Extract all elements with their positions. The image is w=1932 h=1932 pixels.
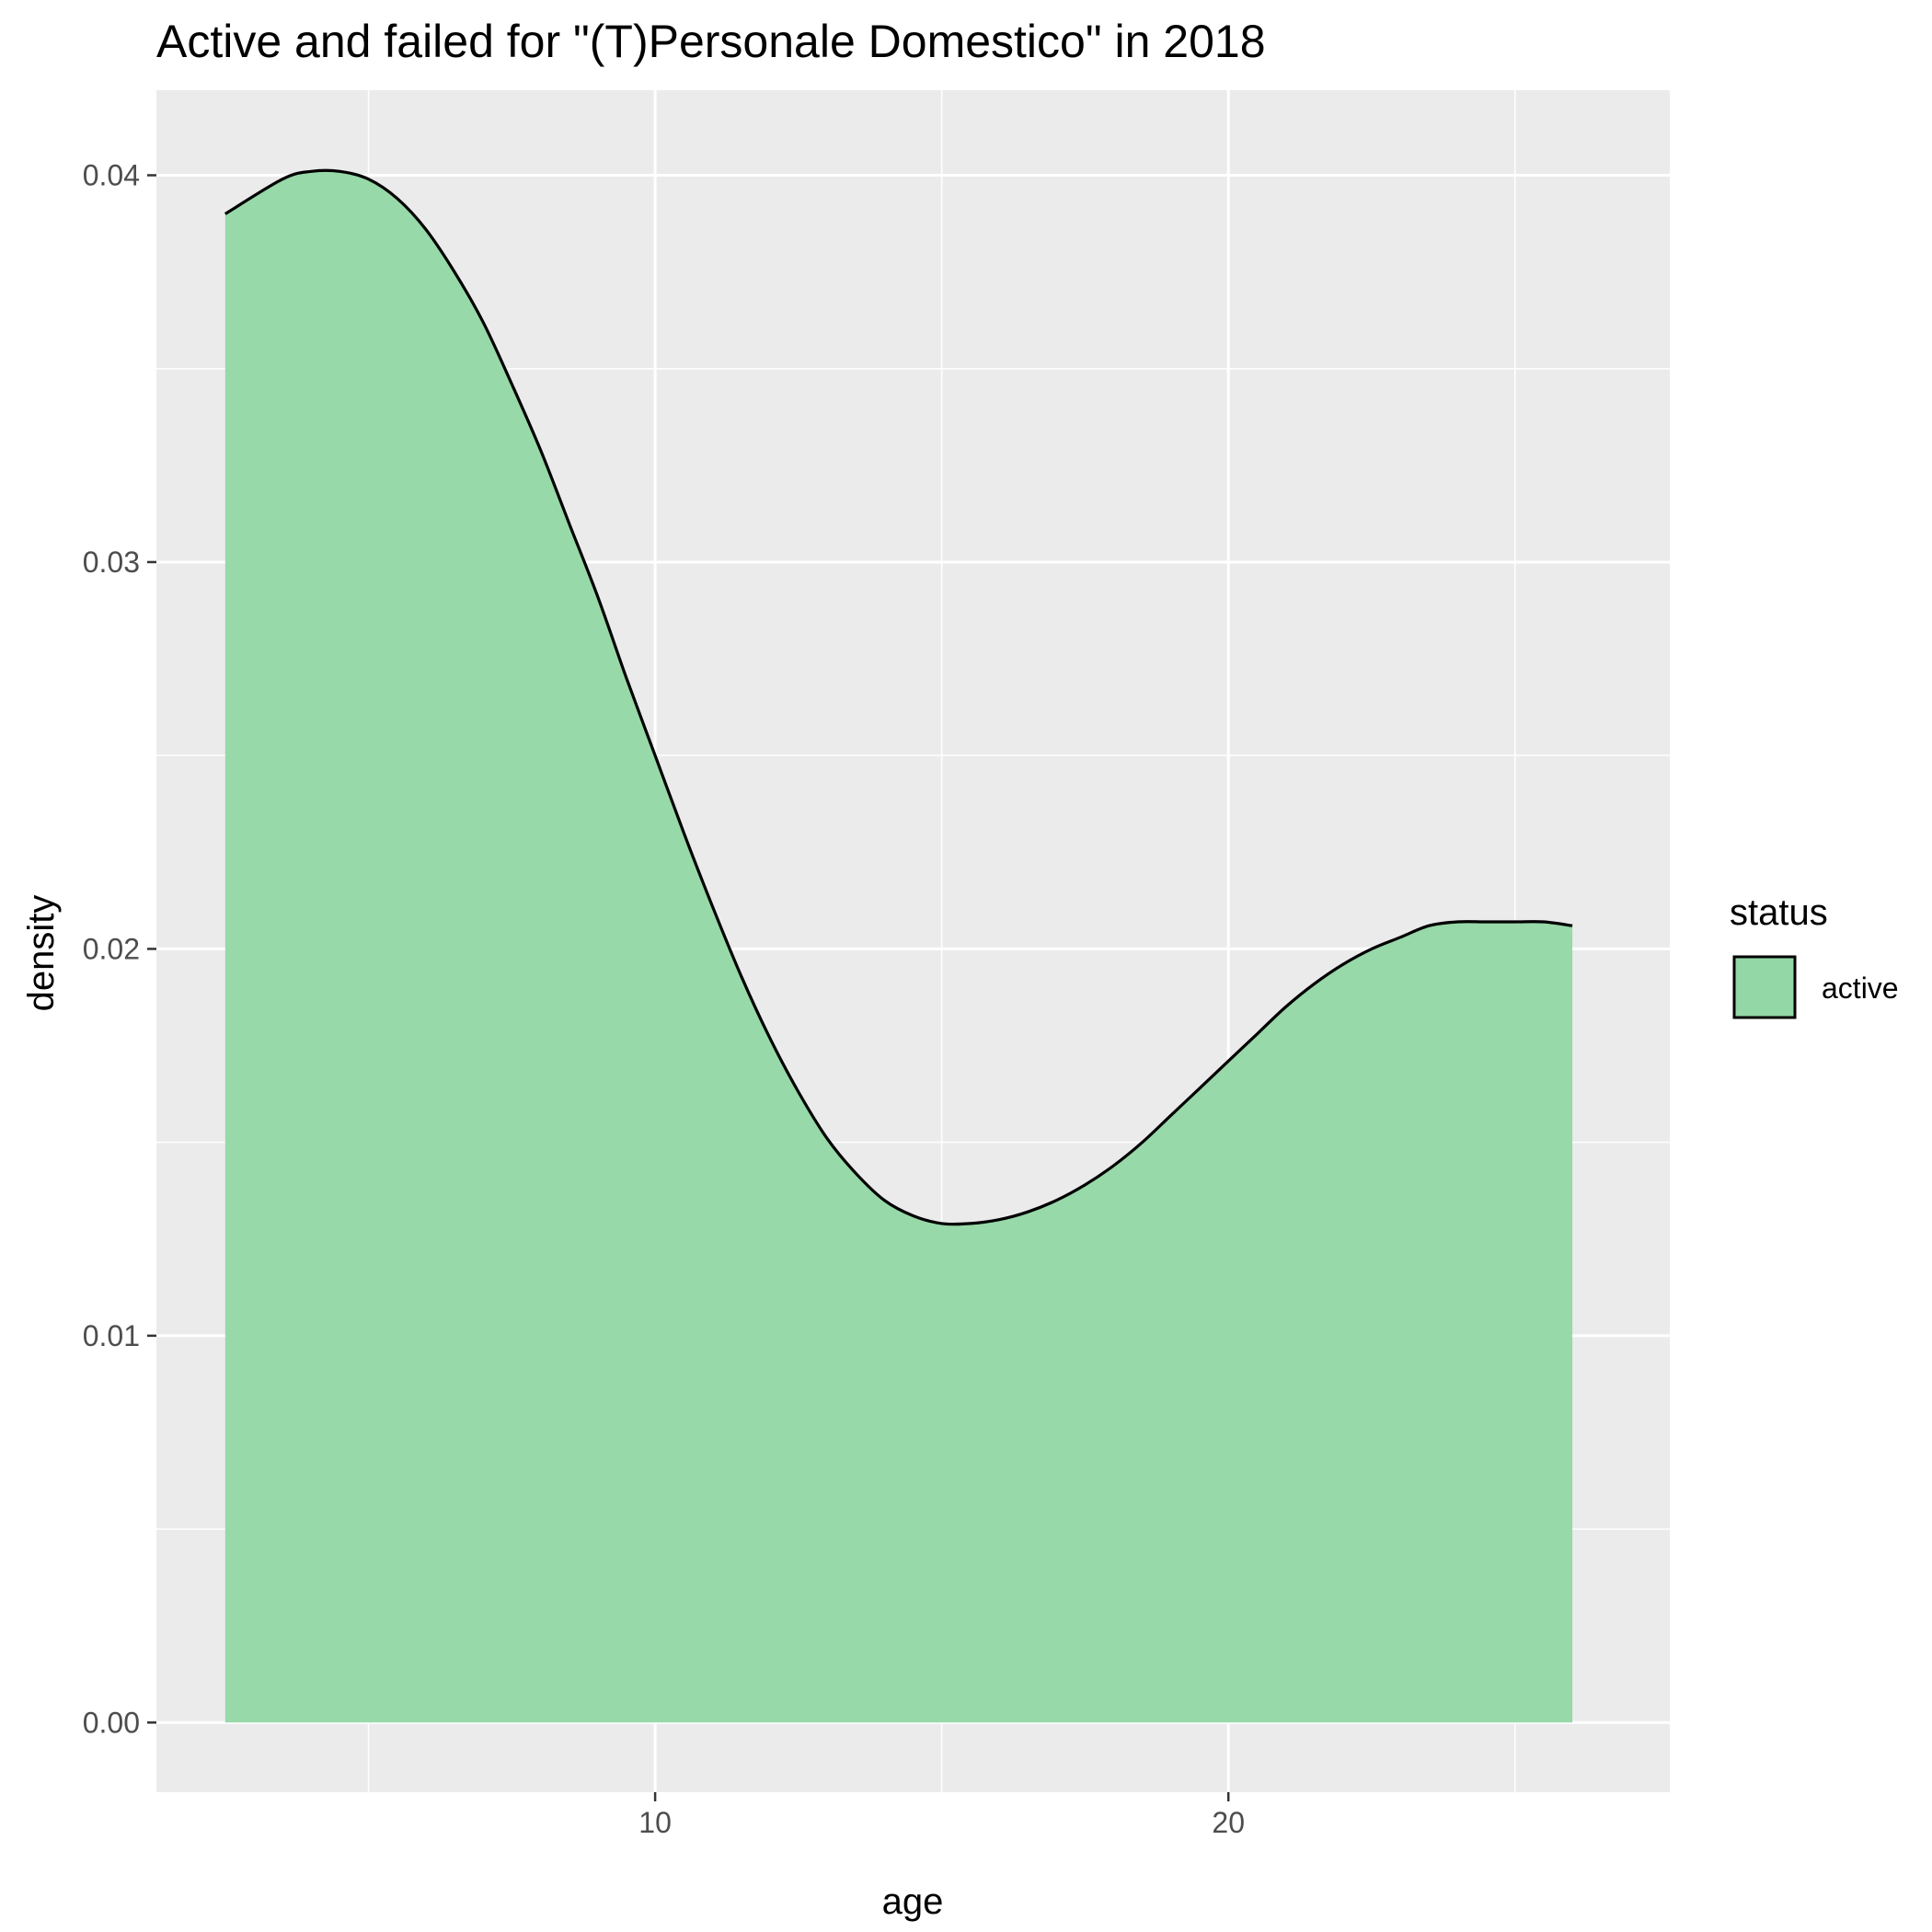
y-axis-title: density bbox=[21, 895, 62, 1012]
legend: status active bbox=[1730, 892, 1899, 1019]
legend-key-active bbox=[1732, 955, 1797, 1019]
legend-title: status bbox=[1730, 892, 1828, 933]
density-line-active bbox=[224, 168, 1573, 1226]
axis-layer: 0.00 0.01 0.02 0.03 0.04 10 20 bbox=[83, 159, 1245, 1840]
x-tick-label-0: 10 bbox=[638, 1806, 672, 1839]
chart-title: Active and failed for "(T)Personale Dome… bbox=[156, 16, 1266, 67]
density-area-active bbox=[224, 170, 1573, 1723]
x-tick-label-1: 20 bbox=[1212, 1806, 1245, 1839]
series-layer bbox=[224, 168, 1573, 1723]
legend-label-active: active bbox=[1822, 972, 1899, 1005]
y-tick-label-3: 0.03 bbox=[83, 546, 140, 579]
y-tick-label-0: 0.00 bbox=[83, 1706, 140, 1739]
y-tick-label-2: 0.02 bbox=[83, 932, 140, 965]
y-tick-label-4: 0.04 bbox=[83, 159, 140, 192]
x-axis-title: age bbox=[882, 1881, 944, 1922]
y-tick-label-1: 0.01 bbox=[83, 1319, 140, 1352]
